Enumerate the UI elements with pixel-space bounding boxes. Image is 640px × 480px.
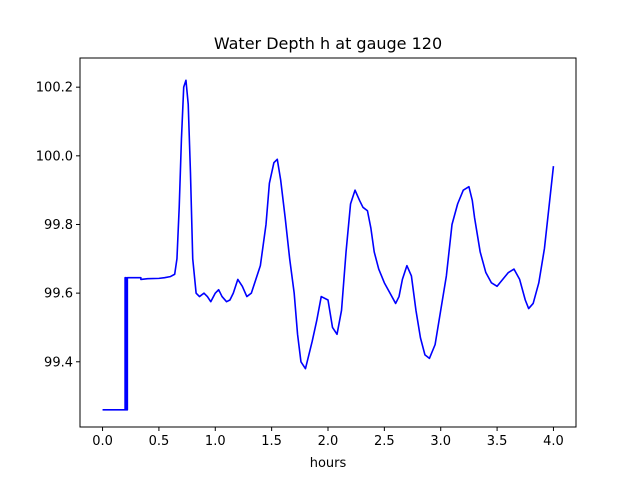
series-layer (102, 79, 555, 411)
x-tick-label: 1.0 (205, 434, 226, 449)
y-tick-label: 99.4 (44, 355, 73, 370)
x-tick-label: 2.0 (318, 434, 339, 449)
y-axis-ticks: 99.4 99.6 99.8 100.0 100.2 (36, 81, 80, 370)
chart-title: Water Depth h at gauge 120 (214, 34, 442, 53)
x-axis-title: hours (310, 456, 347, 471)
x-tick-label: 2.5 (374, 434, 395, 449)
x-tick-label: 0.5 (149, 434, 170, 449)
x-tick-label: 3.0 (430, 434, 451, 449)
y-tick-label: 99.6 (44, 287, 73, 302)
y-tick-label: 99.8 (44, 218, 73, 233)
x-tick-label: 3.5 (487, 434, 508, 449)
x-tick-label: 4.0 (543, 434, 564, 449)
x-axis-ticks: 0.0 0.5 1.0 1.5 2.0 2.5 3.0 3.5 4.0 (92, 427, 564, 449)
series-line (102, 79, 555, 411)
y-tick-label: 100.2 (36, 81, 73, 96)
plot-area (79, 57, 577, 428)
x-tick-label: 0.0 (92, 434, 113, 449)
y-tick-label: 100.0 (36, 149, 73, 164)
x-tick-label: 1.5 (261, 434, 282, 449)
